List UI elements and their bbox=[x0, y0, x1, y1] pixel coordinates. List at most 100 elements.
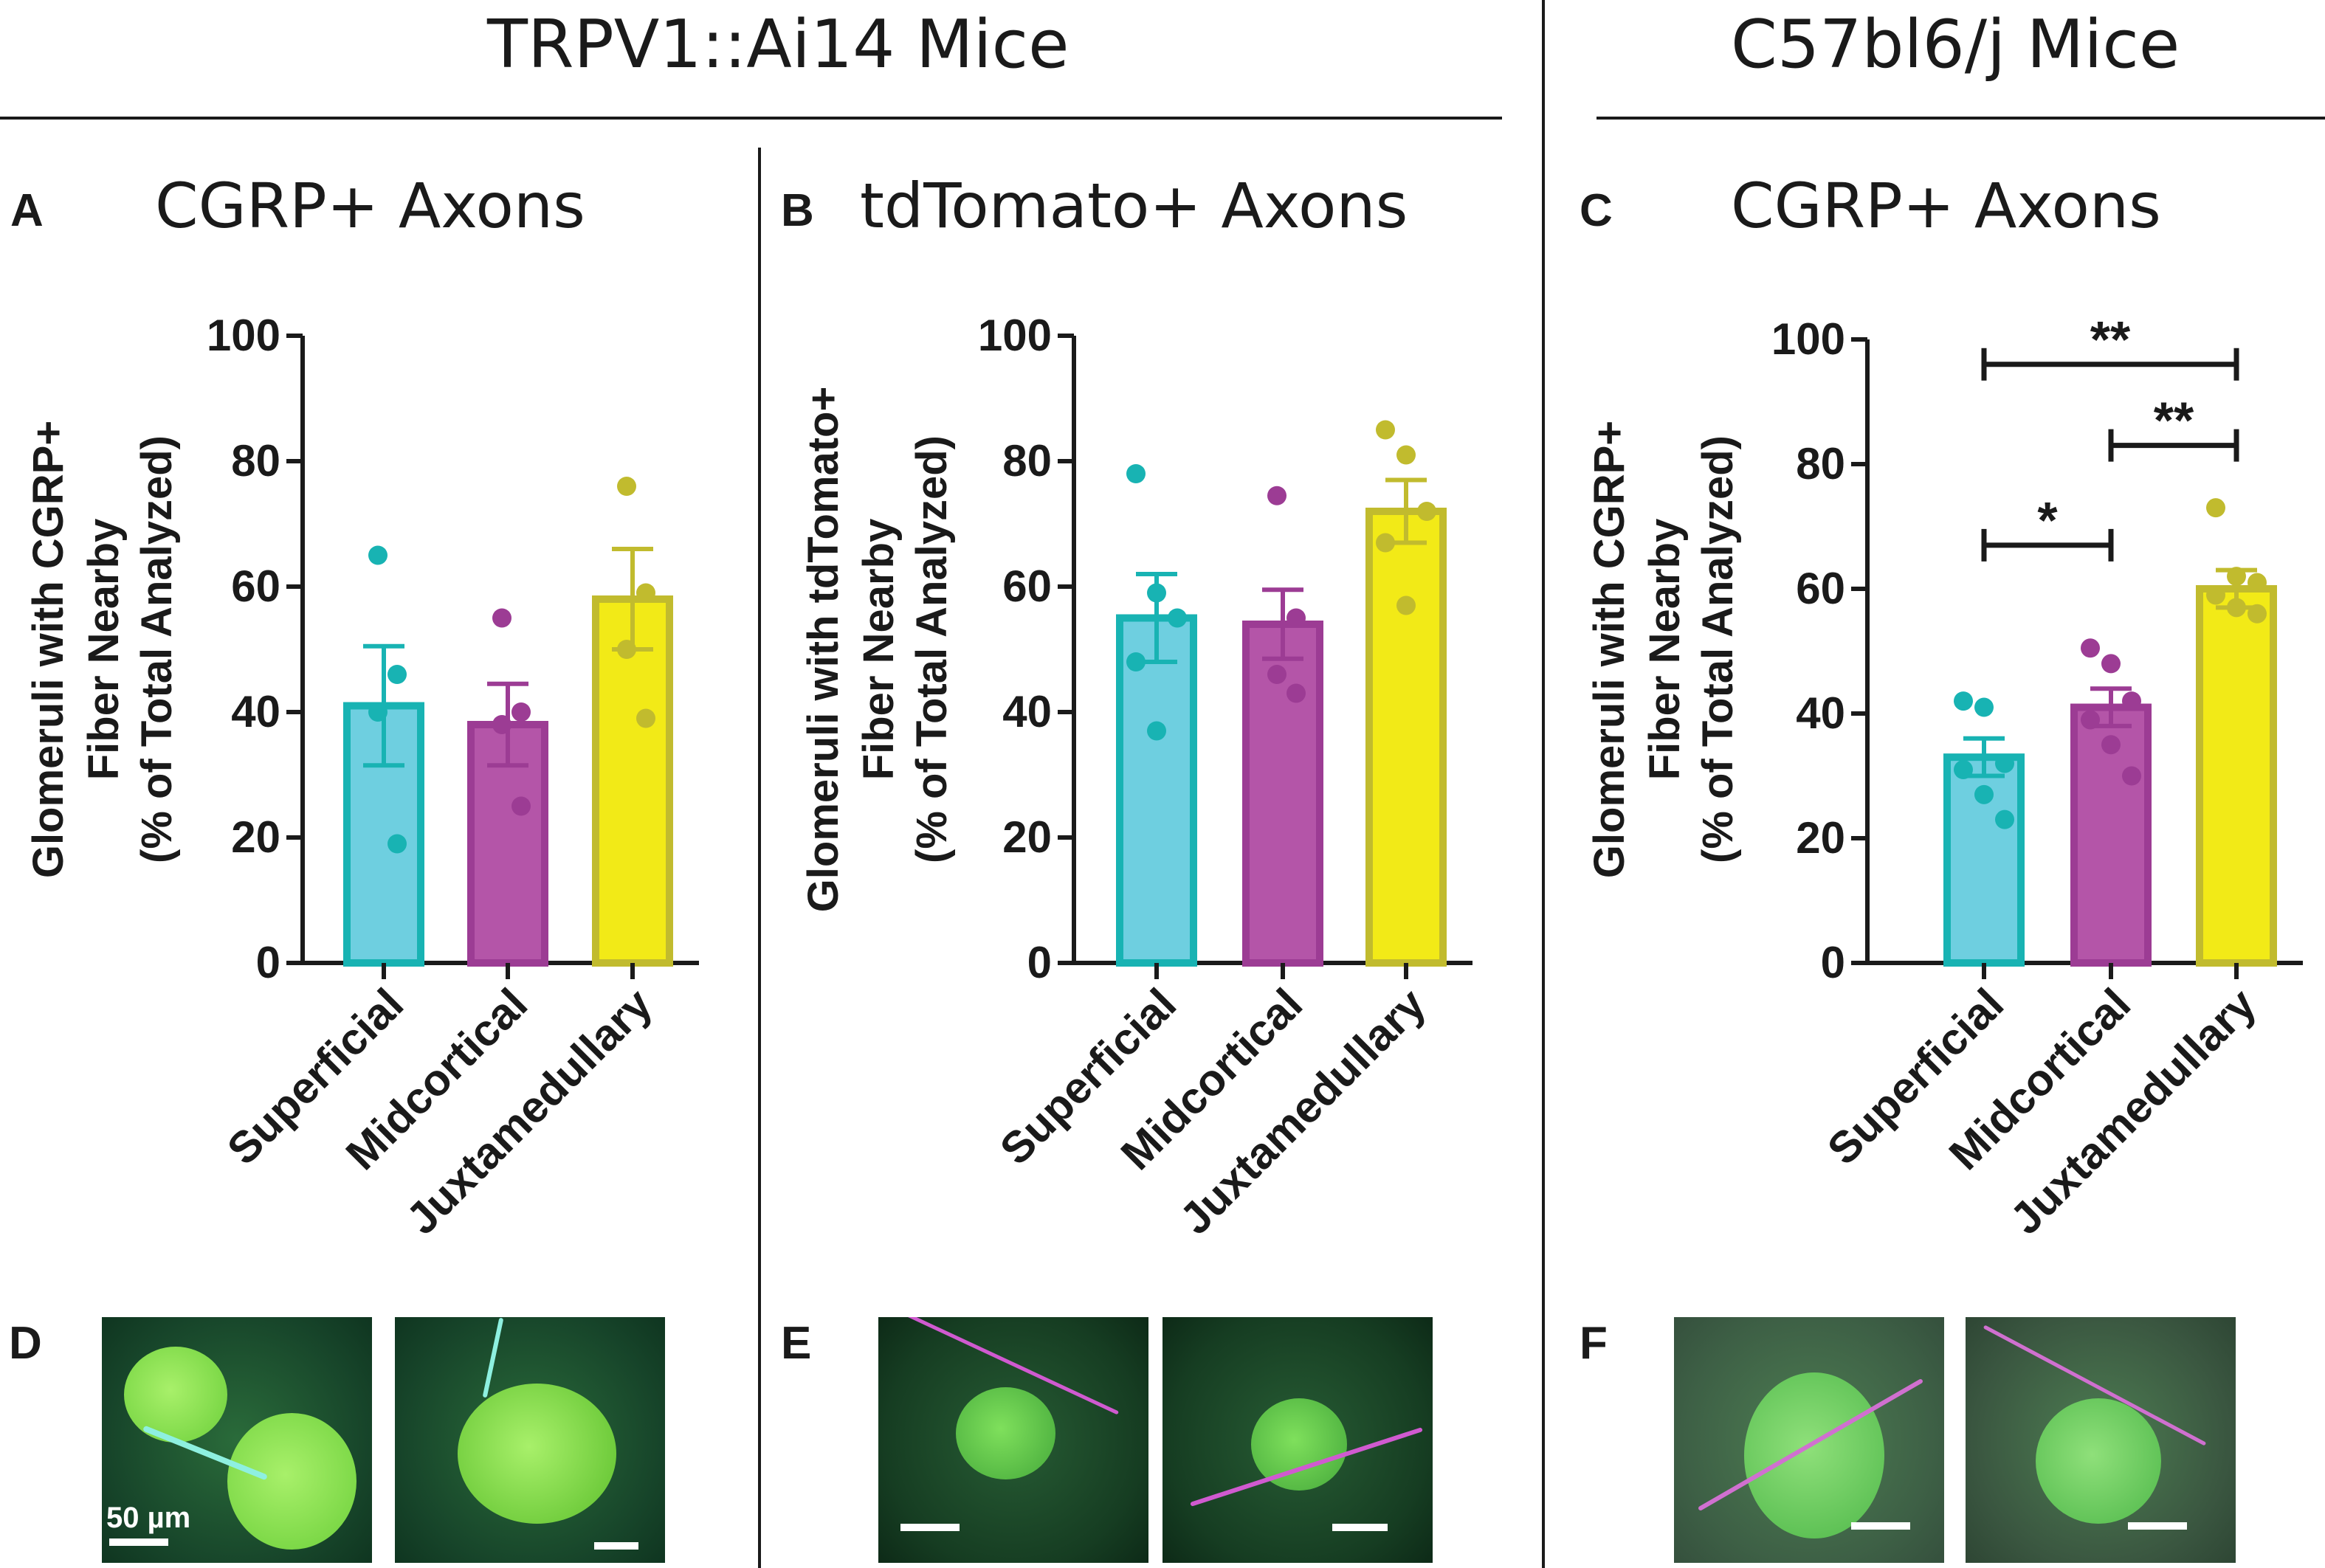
glomerulus-e1 bbox=[956, 1387, 1055, 1479]
y-axis-label: Fiber Nearby bbox=[855, 519, 903, 781]
panel-letter-e: E bbox=[781, 1318, 812, 1369]
data-point bbox=[1126, 652, 1146, 671]
y-tick-label: 100 bbox=[207, 311, 280, 360]
data-point bbox=[388, 665, 407, 684]
data-point bbox=[2248, 604, 2267, 624]
data-point bbox=[368, 702, 388, 722]
data-point bbox=[1147, 583, 1166, 603]
y-tick-label: 40 bbox=[1002, 687, 1052, 736]
glomerulus-d2 bbox=[458, 1384, 616, 1524]
data-point bbox=[636, 583, 655, 603]
y-tick-label: 0 bbox=[1821, 938, 1845, 987]
data-point bbox=[2101, 735, 2121, 755]
significance-label: ** bbox=[2090, 311, 2131, 368]
data-point bbox=[1974, 697, 1994, 717]
data-point bbox=[2122, 691, 2141, 711]
micrograph-e1 bbox=[878, 1317, 1148, 1563]
data-point bbox=[1396, 595, 1416, 615]
significance-label: * bbox=[2037, 491, 2058, 549]
micrograph-e2 bbox=[1162, 1317, 1433, 1563]
divider-minor bbox=[758, 148, 761, 1568]
y-tick-label: 60 bbox=[1796, 564, 1845, 613]
data-point bbox=[617, 640, 636, 659]
data-point bbox=[512, 702, 531, 722]
micrograph-f2 bbox=[1966, 1317, 2236, 1563]
chart-b: 0 20 40 60 80 100 Glomeruli with tdTomato+ Fibe… bbox=[799, 311, 1472, 1243]
glomerulus-e2 bbox=[1251, 1398, 1347, 1491]
y-tick-label: 80 bbox=[1002, 436, 1052, 486]
scale-bar-e1 bbox=[900, 1524, 960, 1531]
data-point bbox=[2206, 498, 2225, 518]
data-point bbox=[2227, 598, 2246, 618]
panel-letter-a: A bbox=[10, 185, 44, 236]
panel-title-c: CGRP+ Axons bbox=[1731, 170, 2161, 242]
data-point bbox=[492, 608, 512, 628]
scale-bar-e2 bbox=[1332, 1524, 1388, 1531]
data-point bbox=[2206, 585, 2225, 605]
scale-bar-d2 bbox=[594, 1542, 638, 1550]
y-tick-label: 20 bbox=[1002, 812, 1052, 862]
axon-d2 bbox=[482, 1317, 504, 1398]
scale-bar-d1 bbox=[109, 1538, 168, 1546]
y-tick-label: 100 bbox=[978, 311, 1052, 360]
y-tick-label: 20 bbox=[1796, 813, 1845, 863]
data-point bbox=[1168, 608, 1187, 628]
y-tick-label: 40 bbox=[231, 687, 280, 736]
y-tick-label: 60 bbox=[1002, 562, 1052, 611]
y-axis-label: (% of Total Analyzed) bbox=[133, 435, 181, 863]
data-point bbox=[1954, 691, 1973, 711]
y-axis-label: Fiber Nearby bbox=[1641, 519, 1689, 781]
micrograph-d1: 50 µm bbox=[102, 1317, 372, 1563]
glomerulus-f2 bbox=[2036, 1398, 2161, 1524]
data-point bbox=[368, 545, 388, 565]
glomerulus-d1a bbox=[124, 1347, 227, 1443]
data-point bbox=[1954, 760, 1973, 780]
header-rule-left bbox=[0, 117, 1502, 120]
header-rule-right bbox=[1596, 117, 2325, 120]
header-c57bl6-mice: C57bl6/j Mice bbox=[1731, 6, 2180, 83]
data-point bbox=[1376, 533, 1395, 553]
chart-c: 0 20 40 60 80 100 Glomeruli with CGRP+ Fiber Ne… bbox=[1585, 311, 2303, 1243]
header-trpv1-mice: TRPV1::Ai14 Mice bbox=[487, 6, 1070, 83]
micrograph-d2 bbox=[395, 1317, 665, 1563]
y-tick-label: 80 bbox=[1796, 439, 1845, 488]
data-point bbox=[2122, 766, 2141, 786]
data-point bbox=[1396, 445, 1416, 465]
data-point bbox=[1974, 784, 1994, 804]
y-axis-label: (% of Total Analyzed) bbox=[1694, 435, 1742, 863]
data-point bbox=[492, 715, 512, 734]
divider-major bbox=[1542, 0, 1545, 1568]
data-point bbox=[2227, 567, 2246, 587]
data-point bbox=[1267, 486, 1286, 505]
panel-letter-f: F bbox=[1580, 1318, 1608, 1369]
micrograph-f1 bbox=[1674, 1317, 1944, 1563]
data-point bbox=[512, 796, 531, 816]
scale-bar-f2 bbox=[2128, 1522, 2187, 1530]
y-tick-label: 80 bbox=[231, 436, 280, 486]
panel-letter-c: C bbox=[1580, 185, 1613, 236]
y-tick-label: 0 bbox=[256, 938, 280, 987]
data-point bbox=[1995, 753, 2014, 773]
data-point bbox=[2081, 710, 2100, 730]
data-point bbox=[1267, 665, 1286, 684]
y-axis-label: Fiber Nearby bbox=[80, 519, 128, 781]
scale-bar-f1 bbox=[1851, 1522, 1910, 1530]
data-point bbox=[2101, 654, 2121, 674]
data-point bbox=[1286, 608, 1306, 628]
data-point bbox=[1995, 809, 2014, 829]
data-point bbox=[1286, 683, 1306, 703]
glomerulus-d1b bbox=[227, 1413, 356, 1550]
bar-juxtamedullary bbox=[2196, 585, 2277, 967]
y-tick-label: 100 bbox=[1771, 314, 1845, 364]
panel-letter-b: B bbox=[781, 185, 814, 236]
data-point bbox=[617, 477, 636, 496]
y-tick-label: 20 bbox=[231, 812, 280, 862]
panel-letter-d: D bbox=[9, 1318, 42, 1369]
y-axis-label: Glomeruli with CGRP+ bbox=[24, 421, 72, 878]
chart-a: 0 20 40 60 80 100 Glomeruli with CGRP+ Fiber Ne… bbox=[24, 311, 699, 1243]
significance-label: ** bbox=[2154, 392, 2194, 449]
y-axis-label: Glomeruli with CGRP+ bbox=[1585, 421, 1633, 878]
data-point bbox=[388, 834, 407, 854]
data-point bbox=[1147, 721, 1166, 741]
data-point bbox=[636, 708, 655, 728]
